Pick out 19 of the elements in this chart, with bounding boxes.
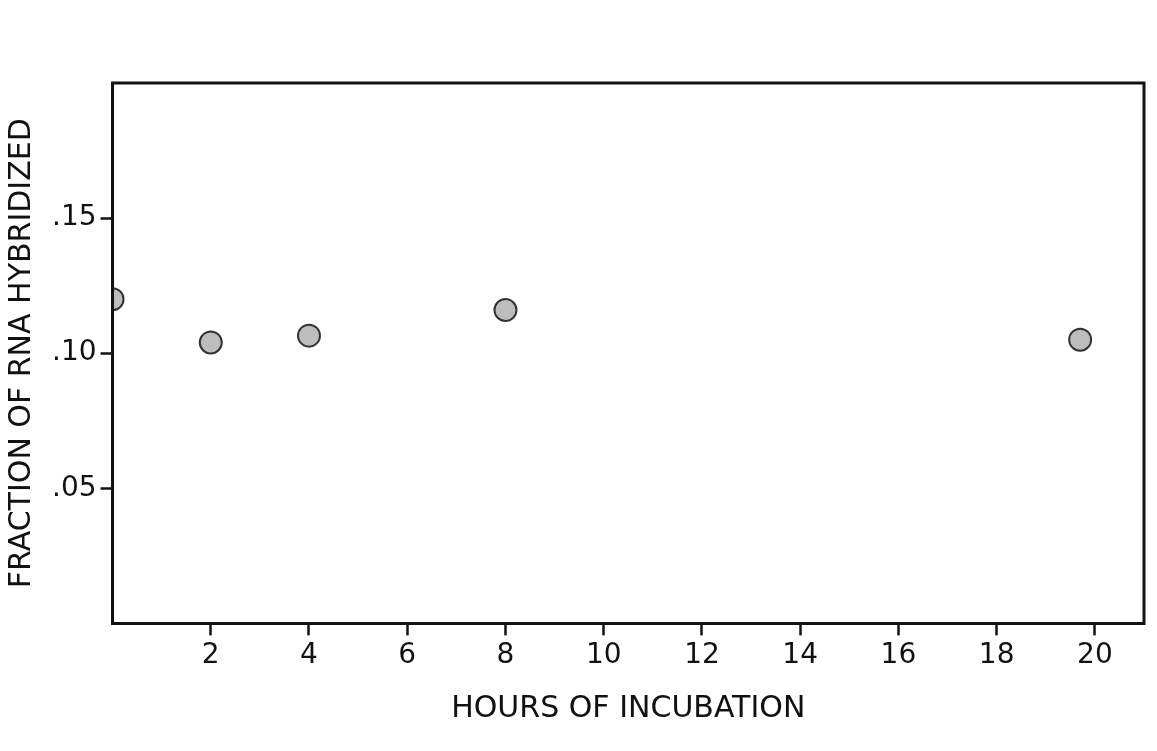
x-tick-label: 20 xyxy=(1077,637,1113,671)
point xyxy=(198,330,223,355)
x-tick-label: 12 xyxy=(684,637,720,671)
y-tick-label: .10 xyxy=(52,334,97,368)
y-tick-label: .15 xyxy=(52,199,97,233)
x-tick-label: 16 xyxy=(880,637,917,671)
y-tick-label: .05 xyxy=(52,469,97,503)
x-tick-label: 2 xyxy=(201,637,220,671)
y-axis-title: FRACTION OF RNA HYBRIDIZED xyxy=(1,118,37,589)
x-tick-label: 18 xyxy=(978,637,1015,671)
x-tick-label: 14 xyxy=(782,637,818,671)
x-tick-label: 8 xyxy=(496,637,515,671)
x-tick-label: 4 xyxy=(300,637,318,671)
point xyxy=(493,297,518,322)
point xyxy=(1068,327,1093,352)
point xyxy=(297,323,321,348)
x-axis-title: HOURS OF INCUBATION xyxy=(451,688,806,724)
x-tick-label: 10 xyxy=(585,637,622,671)
x-tick-label: 6 xyxy=(398,637,417,671)
